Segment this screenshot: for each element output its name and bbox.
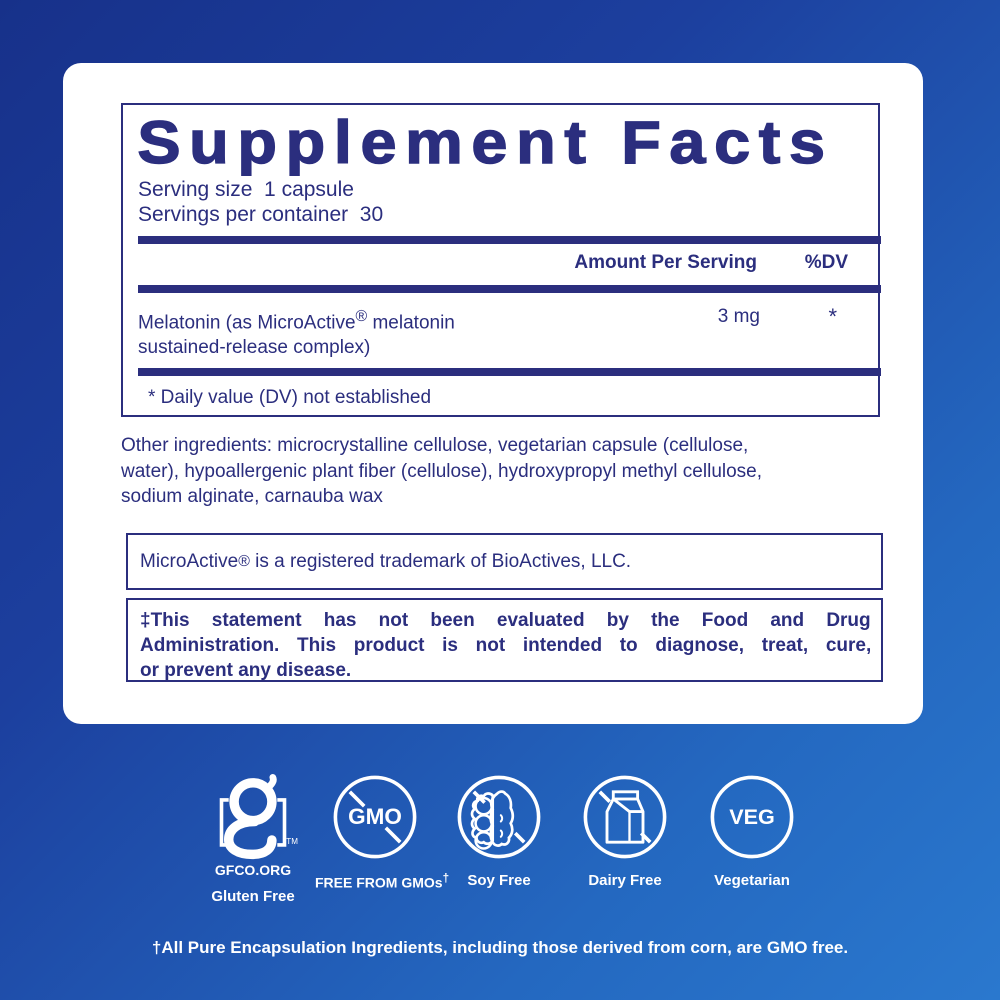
svg-text:GMO: GMO (348, 804, 402, 829)
svg-text:TM: TM (286, 837, 298, 846)
svg-text:VEG: VEG (729, 804, 775, 829)
